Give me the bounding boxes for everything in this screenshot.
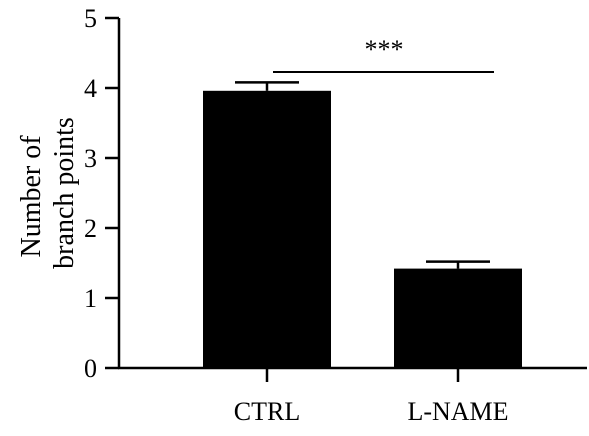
y-tick-label: 5	[84, 4, 97, 33]
bar	[394, 268, 522, 368]
error-bars	[235, 81, 490, 269]
category-label: CTRL	[234, 397, 300, 426]
y-tick-label: 4	[84, 74, 97, 103]
y-tick-label: 2	[84, 214, 97, 243]
category-labels: CTRL L-NAME	[234, 368, 509, 426]
y-tick-label: 1	[84, 284, 97, 313]
bar	[203, 90, 331, 369]
y-tick-label: 0	[84, 354, 97, 383]
category-label: L-NAME	[407, 397, 508, 426]
y-ticks: 0 1 2 3 4 5	[84, 4, 119, 383]
y-tick-label: 3	[84, 144, 97, 173]
y-axis-label: Number of branch points	[16, 117, 80, 269]
bars	[203, 90, 522, 369]
y-axis-label-line-1: Number of	[16, 135, 47, 258]
y-axis-label-line-2: branch points	[49, 117, 80, 269]
significance-label: ***	[365, 35, 404, 64]
significance-annotation: ***	[273, 35, 494, 73]
